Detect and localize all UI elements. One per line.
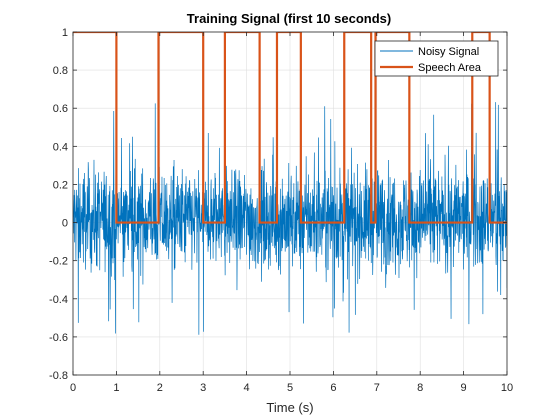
y-tick-label: 1 [62,27,68,39]
y-tick-label: -0.6 [49,332,68,344]
legend-noisy-signal-label: Noisy Signal [418,46,479,58]
y-tick-label: 0 [62,218,68,230]
x-tick-label: 3 [200,382,206,394]
series-speech-area [73,32,507,224]
series-noisy-signal [73,102,507,335]
x-tick-label: 4 [244,382,250,394]
x-tick-label: 0 [70,382,76,394]
x-tick-label: 9 [461,382,467,394]
y-tick-label: -0.8 [49,370,68,382]
x-axis-label: Time (s) [266,400,313,415]
x-tick-label: 5 [287,382,293,394]
legend: Noisy Signal Speech Area [374,40,499,77]
y-tick-label: 0.6 [53,103,68,115]
y-tick-label: 0.4 [53,141,68,153]
chart-title: Training Signal (first 10 seconds) [187,11,391,26]
legend-box [374,40,499,77]
plot-area [73,32,507,335]
x-tick-label: 2 [157,382,163,394]
x-tick-label: 6 [330,382,336,394]
y-tick-label: -0.2 [49,256,68,268]
ticks: 0 1 2 3 4 5 6 7 8 9 10 -0.8 -0.6 -0.4 -0.2 0 0.2 0.4 0.6 0.… [49,27,513,394]
x-tick-label: 1 [113,382,119,394]
y-tick-label: 0.8 [53,65,68,77]
x-tick-label: 10 [501,382,513,394]
x-tick-label: 8 [417,382,423,394]
y-tick-label: 0.2 [53,179,68,191]
legend-speech-area-label: Speech Area [418,62,482,74]
x-tick-label: 7 [374,382,380,394]
y-tick-label: -0.4 [49,294,68,306]
